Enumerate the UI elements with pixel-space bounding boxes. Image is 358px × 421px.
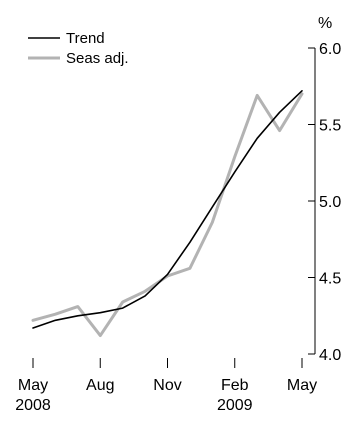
x-tick-label-year: 2009 <box>217 397 253 414</box>
x-tick-label-month: Feb <box>221 377 249 394</box>
y-tick-label: 6.0 <box>319 41 341 58</box>
legend-label-trend: Trend <box>66 30 105 47</box>
y-axis-unit-label: % <box>318 15 332 32</box>
x-tick-label-year: 2008 <box>15 397 51 414</box>
y-tick-label: 4.5 <box>319 271 341 288</box>
series-layer <box>31 90 304 338</box>
x-tick-label-month: Aug <box>86 377 114 394</box>
x-tick-label-month: Nov <box>153 377 181 394</box>
legend: Trend Seas adj. <box>28 30 129 67</box>
legend-label-seas-adj: Seas adj. <box>66 50 129 67</box>
y-tick-label: 5.0 <box>319 194 341 211</box>
y-axis: 4.0 4.5 5.0 5.5 6.0 <box>308 41 341 364</box>
x-tick-label-month: May <box>18 377 48 394</box>
series-line-seas-adj <box>31 92 304 338</box>
x-tick-label-month: May <box>287 377 317 394</box>
x-axis: May 2008 Aug Nov Feb 2009 May <box>15 358 317 414</box>
y-tick-label: 4.0 <box>319 347 341 364</box>
y-tick-label: 5.5 <box>319 118 341 135</box>
series-line-trend <box>32 90 303 329</box>
